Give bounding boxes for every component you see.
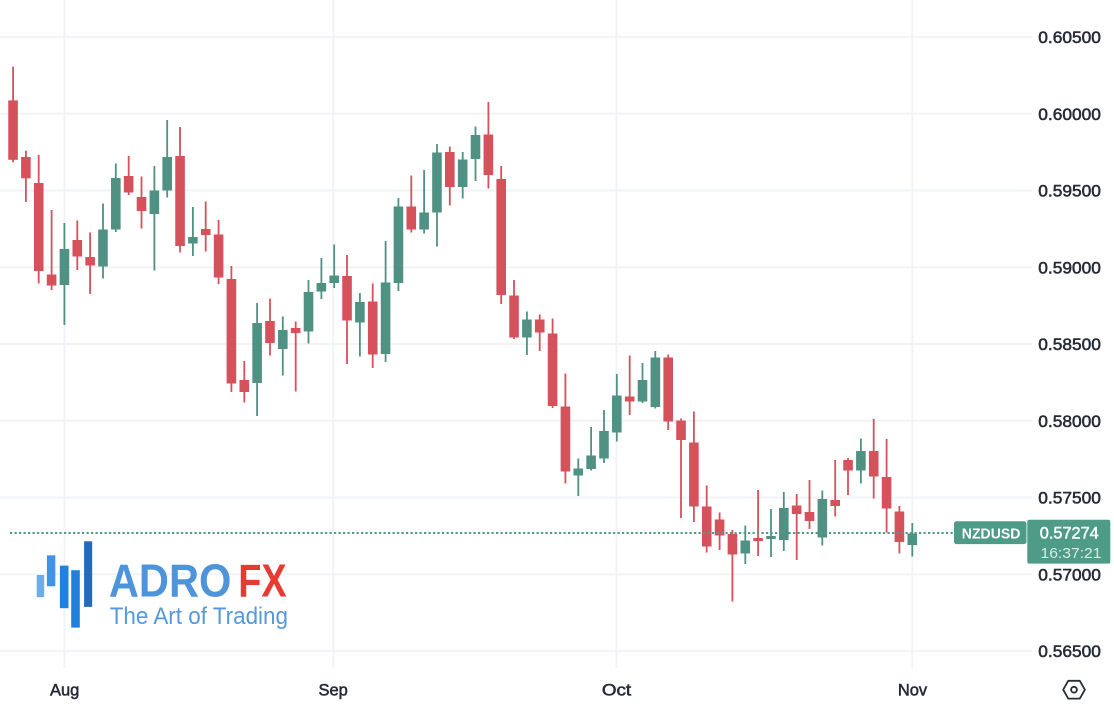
svg-text:Nov: Nov (898, 681, 928, 700)
svg-text:0.59000: 0.59000 (1038, 258, 1101, 277)
svg-text:0.57500: 0.57500 (1038, 489, 1101, 508)
svg-text:0.57000: 0.57000 (1038, 566, 1101, 585)
svg-text:ADRO: ADRO (109, 555, 231, 607)
svg-text:16:37:21: 16:37:21 (1041, 546, 1102, 562)
svg-text:0.57274: 0.57274 (1040, 524, 1099, 543)
svg-text:Sep: Sep (319, 681, 348, 700)
svg-text:0.58500: 0.58500 (1038, 335, 1101, 354)
svg-text:0.56500: 0.56500 (1038, 642, 1101, 661)
svg-text:0.58000: 0.58000 (1038, 412, 1101, 431)
svg-text:0.59500: 0.59500 (1038, 182, 1101, 201)
svg-text:FX: FX (238, 555, 287, 607)
svg-text:The Art of Trading: The Art of Trading (110, 603, 288, 630)
svg-text:0.60000: 0.60000 (1038, 105, 1101, 124)
svg-text:NZDUSD: NZDUSD (962, 527, 1021, 543)
svg-text:Oct: Oct (602, 681, 632, 700)
svg-text:0.60500: 0.60500 (1038, 28, 1101, 47)
svg-text:Aug: Aug (50, 681, 79, 700)
